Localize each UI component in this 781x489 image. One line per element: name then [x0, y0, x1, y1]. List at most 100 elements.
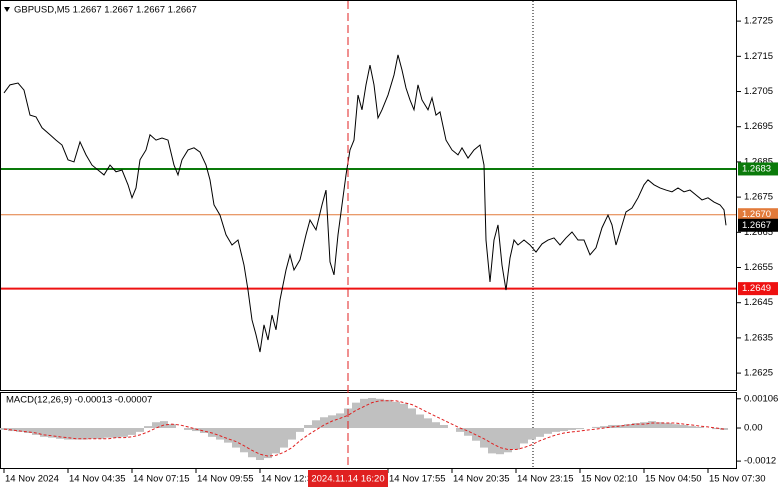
x-tick-label: 14 Nov 04:35	[69, 474, 126, 485]
histogram-bar	[360, 398, 368, 429]
histogram-bar	[184, 428, 192, 430]
price-tag-label: 1.2649	[742, 283, 771, 294]
histogram-bar	[96, 428, 104, 439]
x-tick-label: 15 Nov 02:10	[581, 474, 638, 485]
histogram-bar	[600, 426, 608, 429]
histogram-bar	[160, 421, 168, 429]
histogram-bar	[640, 422, 648, 429]
histogram-bar	[48, 428, 56, 438]
macd-panel-frame	[0, 392, 737, 469]
histogram-bar	[576, 428, 584, 430]
histogram-bar	[312, 420, 320, 429]
histogram-bar	[88, 428, 96, 439]
histogram-bar	[336, 413, 344, 429]
histogram-bar	[112, 428, 120, 438]
histogram-bar	[664, 423, 672, 429]
y-tick-label: 0.00106	[744, 393, 778, 404]
histogram-bar	[240, 428, 248, 453]
y-tick-label: 1.2675	[744, 192, 773, 203]
histogram-bar	[712, 428, 720, 430]
histogram-bar	[560, 428, 568, 432]
crosshair-tag	[308, 470, 388, 487]
histogram-bar	[264, 428, 272, 459]
x-tick-label: 15 Nov 04:50	[645, 474, 702, 485]
histogram-bar	[224, 428, 232, 443]
x-tick-label: 15 Nov 07:30	[709, 474, 766, 485]
histogram-bar	[168, 424, 176, 429]
histogram-bar	[16, 428, 24, 432]
y-tick-label: 1.2705	[744, 86, 773, 97]
price-panel-frame	[0, 0, 737, 391]
histogram-bar	[632, 423, 640, 429]
histogram-bar	[416, 414, 424, 429]
histogram-bar	[568, 428, 576, 430]
histogram-bar	[272, 428, 280, 454]
y-tick-label: 1.2725	[744, 16, 773, 27]
x-tick-label: 14 Nov 17:55	[389, 474, 446, 485]
price-tag	[738, 208, 778, 222]
histogram-bar	[24, 428, 32, 433]
histogram-bar	[672, 424, 680, 429]
histogram-bar	[208, 428, 216, 437]
histogram-bar	[528, 428, 536, 440]
histogram-bar	[320, 417, 328, 429]
histogram-bar	[392, 401, 400, 429]
histogram-bar	[488, 428, 496, 454]
histogram-bar	[128, 428, 136, 435]
y-tick-label: -0.0012	[744, 456, 776, 467]
histogram-bar	[624, 424, 632, 429]
macd-title: MACD(12,26,9) -0.00013 -0.00007	[6, 395, 152, 406]
price-tag	[738, 162, 778, 176]
histogram-bar	[304, 424, 312, 429]
histogram-bar	[592, 426, 600, 429]
histogram-bar	[216, 428, 224, 440]
x-tick-label: 14 Nov 09:55	[197, 474, 254, 485]
histogram-bar	[344, 408, 352, 429]
histogram-bar	[352, 402, 360, 429]
histogram-bar	[152, 422, 160, 429]
y-tick-label: 1.2665	[744, 227, 773, 238]
signal-line	[3, 400, 725, 457]
histogram-bar	[296, 428, 304, 432]
histogram-bar	[464, 428, 472, 436]
histogram-bar	[136, 428, 144, 432]
histogram-bar	[40, 428, 48, 437]
y-tick-label: 1.2685	[744, 156, 773, 167]
histogram-bar	[552, 428, 560, 432]
histogram-bar	[104, 428, 112, 438]
histogram-bar	[544, 428, 552, 434]
histogram-bar	[424, 418, 432, 429]
histogram-bar	[680, 424, 688, 429]
x-tick-label: 14 Nov 2024	[5, 474, 59, 485]
histogram-bar	[368, 397, 376, 429]
histogram-bar	[256, 428, 264, 461]
histogram-bar	[656, 422, 664, 429]
histogram-bar	[456, 428, 464, 432]
histogram-bar	[480, 428, 488, 448]
price-tag	[738, 282, 778, 296]
y-tick-label: 1.2645	[744, 297, 773, 308]
histogram-bar	[720, 428, 728, 430]
price-tag-label: 1.2667	[742, 220, 771, 231]
histogram-bar	[8, 428, 16, 432]
y-tick-label: 1.2695	[744, 121, 773, 132]
histogram-bar	[232, 428, 240, 448]
y-tick-label: 1.2715	[744, 51, 773, 62]
histogram-bar	[512, 428, 520, 450]
histogram-bar	[288, 428, 296, 440]
x-tick-label: 14 Nov 07:15	[133, 474, 190, 485]
histogram-bar	[80, 428, 88, 440]
histogram-bar	[384, 399, 392, 429]
histogram-bar	[520, 428, 528, 444]
histogram-bar	[200, 428, 208, 433]
histogram-bar	[688, 426, 696, 429]
histogram-bar	[696, 426, 704, 429]
histogram-bar	[248, 428, 256, 458]
y-tick-label: 1.2625	[744, 368, 773, 379]
histogram-bar	[72, 428, 80, 440]
y-tick-label: 1.2655	[744, 262, 773, 273]
histogram-bar	[496, 428, 504, 455]
histogram-bar	[56, 428, 64, 439]
